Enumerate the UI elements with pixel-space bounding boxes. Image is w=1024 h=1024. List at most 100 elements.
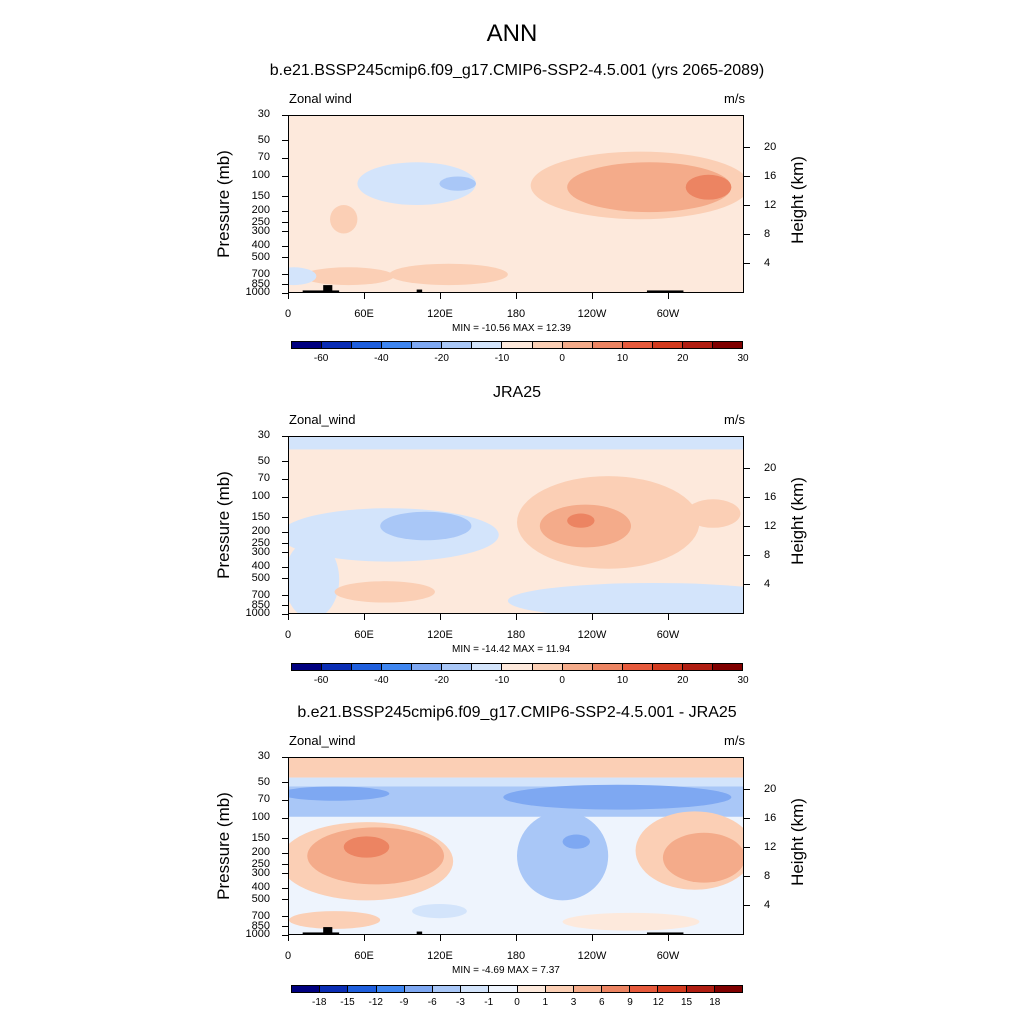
panel-3-colorbar-label-4: -6: [427, 997, 437, 1008]
figure-title: ANN: [486, 20, 538, 47]
panel-1-y-tick-6: [282, 222, 288, 224]
panel-2-colorbar-label-2: -20: [434, 675, 449, 686]
panel-2-y-tick-9: [282, 578, 288, 580]
panel-2-min-max-text: MIN = -14.42 MAX = 11.94: [452, 644, 571, 655]
panel-3-field-label: Zonal_wind: [289, 733, 356, 748]
panel-1-x-tick-label-2: 120E: [427, 308, 453, 320]
panel-3-colorbar-label-8: 1: [542, 997, 549, 1008]
panel-3-x-tick-5: [667, 935, 669, 941]
panel-3-y-axis-title: Pressure (mb): [214, 792, 233, 900]
panel-1-colorbar-swatch-4: [412, 342, 443, 348]
panel-3-x-tick-label-4: 120W: [577, 950, 607, 962]
panel-2-y-tick-label-7: 300: [251, 545, 270, 558]
panel-3-colorbar-swatch-7: [489, 986, 518, 992]
panel-1-units-label: m/s: [724, 91, 745, 106]
panel-1-colorbar-swatch-11: [622, 342, 653, 348]
panel-2-y-tick-label-10: 700: [251, 588, 270, 601]
panel-2-height-tick-2: [744, 526, 750, 528]
panel-2-x-tick-label-2: 120E: [427, 629, 453, 641]
panel-1-y-tick-8: [282, 245, 288, 247]
panel-2-y-tick-label-8: 400: [251, 560, 270, 573]
panel-2-height-tick-0: [744, 468, 750, 470]
panel-1-colorbar-swatch-14: [712, 342, 742, 348]
panel-1-colorbar-swatch-13: [682, 342, 713, 348]
panel-1-y-tick-label-12: 1000: [245, 286, 270, 298]
panel-2-y-tick-label-9: 500: [251, 571, 270, 584]
panel-3-plot-area: [288, 757, 744, 935]
panel-3-y-tick-label-12: 1000: [245, 928, 270, 940]
panel-3-height-tick-4: [744, 905, 750, 907]
panel-3-x-tick-label-5: 60W: [656, 950, 680, 962]
panel-2-x-tick-label-3: 180: [506, 629, 526, 641]
panel-2-contour-region-10: [334, 581, 435, 603]
panel-2-x-tick-3: [515, 614, 517, 620]
panel-2-x-tick-label-4: 120W: [577, 629, 607, 641]
panel-3-colorbar-label-1: -15: [340, 997, 355, 1008]
panel-3-y-tick-3: [282, 817, 288, 819]
panel-1-y-tick-label-5: 200: [251, 204, 270, 217]
panel-1-y-tick-0: [282, 114, 288, 116]
panel-1-colorbar-swatch-10: [592, 342, 623, 348]
panel-2-colorbar-swatch-3: [382, 664, 413, 670]
panel-2-y-tick-6: [282, 543, 288, 545]
panel-3-y-tick-12: [282, 934, 288, 936]
panel-1-contour-fill: [289, 116, 743, 292]
panel-1-y-tick-11: [282, 284, 288, 286]
panel-1-x-tick-5: [667, 293, 669, 299]
panel-1-contour-region-4: [567, 162, 732, 213]
panel-1-y-tick-label-4: 150: [251, 189, 270, 202]
panel-1-contour-region-5: [685, 174, 732, 200]
panel-2-contour-region-8: [685, 499, 741, 528]
panel-3-colorbar-swatch-10: [573, 986, 603, 992]
panel-3-y-tick-label-6: 250: [251, 857, 270, 870]
panel-2-y-tick-1: [282, 461, 288, 463]
panel-2-colorbar-label-6: 20: [677, 675, 689, 686]
panel-1-y-tick-2: [282, 157, 288, 159]
panel-2-colorbar: [291, 663, 743, 671]
panel-1-y-tick-label-6: 250: [251, 215, 270, 228]
panel-1-contour-region-7: [389, 263, 508, 286]
panel-3-y-tick-label-3: 100: [251, 811, 270, 824]
panel-3-x-tick-3: [515, 935, 517, 941]
panel-2-y-axis-title: Pressure (mb): [214, 471, 233, 579]
panel-2-x-tick-2: [439, 614, 441, 620]
panel-3-y-tick-6: [282, 864, 288, 866]
panel-1-colorbar-label-0: -60: [313, 353, 329, 364]
panel-2-colorbar-swatch-12: [652, 664, 683, 670]
panel-1-colorbar-label-1: -40: [374, 353, 389, 364]
panel-3-y-tick-2: [282, 799, 288, 801]
panel-3-y-tick-label-11: 850: [251, 919, 270, 932]
panel-3-colorbar-label-2: -12: [368, 997, 383, 1008]
panel-2-colorbar-label-7: 30: [737, 675, 749, 686]
panel-1-colorbar-swatch-7: [502, 342, 533, 348]
panel-3-y-tick-label-8: 400: [251, 881, 270, 894]
panel-3-colorbar-swatch-2: [348, 986, 377, 992]
panel-2-x-tick-1: [363, 614, 365, 620]
panel-1-colorbar-label-6: 20: [677, 353, 689, 364]
panel-1-x-tick-label-4: 120W: [577, 308, 607, 320]
panel-1-y-tick-label-7: 300: [251, 224, 270, 237]
panel-1-x-tick-label-3: 180: [506, 308, 526, 320]
panel-2-y-tick-label-12: 1000: [245, 607, 270, 619]
panel-2-colorbar-label-1: -40: [374, 675, 389, 686]
panel-2-y-tick-label-4: 150: [251, 510, 270, 523]
panel-1-y-tick-label-2: 70: [257, 151, 270, 163]
panel-1-height-tick-label-3: 8: [764, 227, 771, 240]
panel-1-height-tick-4: [744, 263, 750, 265]
panel-1-x-tick-label-0: 0: [284, 308, 292, 320]
panel-2-y-tick-2: [282, 478, 288, 480]
panel-1-y-tick-label-3: 100: [251, 169, 270, 182]
panel-3-colorbar-label-5: -3: [456, 997, 465, 1008]
panel-3-height-tick-1: [744, 818, 750, 820]
panel-2-colorbar-swatch-13: [682, 664, 713, 670]
panel-3-colorbar-swatch-1: [320, 986, 349, 992]
panel-1-y-tick-5: [282, 210, 288, 212]
panel-2-y-tick-10: [282, 595, 288, 597]
panel-2-x-tick-5: [667, 614, 669, 620]
panel-1-height-tick-label-2: 12: [764, 198, 777, 211]
panel-2-height-tick-1: [744, 497, 750, 499]
panel-3-y-tick-5: [282, 852, 288, 854]
panel-2-colorbar-swatch-14: [712, 664, 742, 670]
panel-1-y-tick-9: [282, 257, 288, 259]
panel-2-colorbar-label-3: -10: [494, 675, 510, 686]
